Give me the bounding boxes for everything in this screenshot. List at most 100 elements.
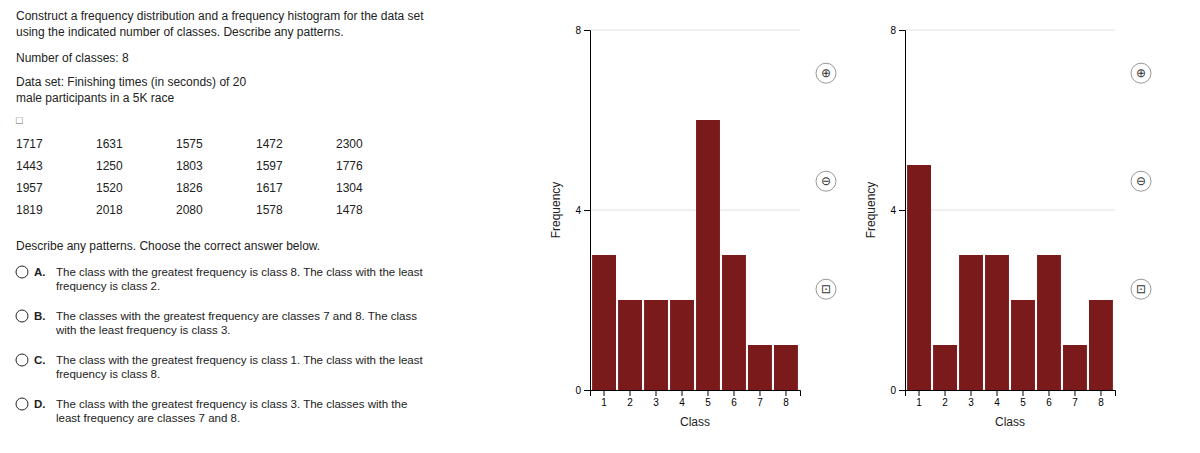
copy-icon[interactable]: □ bbox=[16, 114, 23, 126]
tick-mark bbox=[899, 390, 905, 391]
tick: 4 bbox=[575, 205, 590, 216]
tick-mark bbox=[1100, 390, 1101, 396]
table-cell: 1578 bbox=[256, 203, 283, 217]
tick-label: 2 bbox=[627, 397, 633, 408]
tick: 4 bbox=[679, 390, 685, 408]
tick: 3 bbox=[653, 390, 659, 408]
tick-label: 8 bbox=[1098, 397, 1104, 408]
option-text: The classes with the greatest frequency … bbox=[55, 310, 417, 336]
tick-label: 8 bbox=[575, 25, 581, 36]
axis-line bbox=[906, 391, 1116, 397]
tick-label: 2 bbox=[942, 397, 948, 408]
bar bbox=[748, 345, 772, 390]
tick-label: 3 bbox=[653, 397, 659, 408]
option-letter: C. bbox=[34, 354, 46, 366]
tick: 8 bbox=[890, 25, 905, 36]
tick-mark bbox=[945, 390, 946, 396]
table-cell: 1304 bbox=[336, 181, 363, 195]
bar bbox=[1063, 345, 1087, 390]
tick: 6 bbox=[1046, 390, 1052, 408]
tick-mark bbox=[899, 30, 905, 31]
radio-button[interactable] bbox=[16, 266, 28, 278]
tick-label: 3 bbox=[968, 397, 974, 408]
tick-label: 5 bbox=[705, 397, 711, 408]
icon-button[interactable] bbox=[1131, 63, 1151, 83]
icon[interactable]: ⊖ bbox=[821, 174, 831, 188]
table-cell: 1597 bbox=[256, 159, 283, 173]
tick-label: 4 bbox=[994, 397, 1000, 408]
tick: 5 bbox=[705, 390, 711, 408]
x-axis: 1 2 3 4 5 6 7 8 bbox=[906, 390, 1116, 408]
tick: 5 bbox=[1020, 390, 1026, 408]
tick-mark bbox=[1022, 390, 1023, 396]
tick-mark bbox=[919, 390, 920, 396]
axis-line bbox=[591, 391, 801, 397]
radio-button[interactable] bbox=[16, 398, 28, 410]
radio-button[interactable] bbox=[16, 354, 28, 366]
bar bbox=[959, 255, 983, 390]
x-axis-title: Class bbox=[680, 415, 710, 429]
subtitle: using the indicated number of classes. D… bbox=[16, 25, 344, 39]
table-cell: 1957 bbox=[16, 181, 43, 195]
tick-mark bbox=[759, 390, 760, 396]
table-cell: 1575 bbox=[176, 137, 203, 151]
axis-line bbox=[584, 31, 591, 391]
tick-label: 8 bbox=[783, 397, 789, 408]
tick-label: 7 bbox=[1072, 397, 1078, 408]
icon-button[interactable] bbox=[816, 279, 836, 299]
icon[interactable]: ⊕ bbox=[821, 66, 831, 80]
grid-line bbox=[905, 30, 1115, 31]
bar bbox=[1011, 300, 1035, 390]
tick-label: 1 bbox=[916, 397, 922, 408]
tick-mark bbox=[584, 390, 590, 391]
bar bbox=[696, 120, 720, 390]
tick-mark bbox=[682, 390, 683, 396]
annotation: Number of classes: 8 bbox=[16, 51, 129, 65]
tick-mark bbox=[630, 390, 631, 396]
y-axis: 0 4 8 bbox=[890, 25, 905, 396]
tick-label: 8 bbox=[890, 25, 896, 36]
page: Construct a frequency distribution and a… bbox=[0, 0, 1200, 453]
tick: 8 bbox=[783, 390, 789, 408]
tick-label: 4 bbox=[679, 397, 685, 408]
icon[interactable]: ⊕ bbox=[1136, 66, 1146, 80]
icon-button[interactable] bbox=[1131, 279, 1151, 299]
tick-mark bbox=[584, 210, 590, 211]
tick-label: 6 bbox=[731, 397, 737, 408]
icon-button[interactable] bbox=[816, 63, 836, 83]
tick-mark bbox=[1048, 390, 1049, 396]
icon-button[interactable] bbox=[1131, 171, 1151, 191]
bar bbox=[618, 300, 642, 390]
icon[interactable]: ⊡ bbox=[821, 282, 831, 296]
tick: 4 bbox=[890, 205, 905, 216]
option-text: The class with the greatest frequency is… bbox=[56, 266, 423, 292]
icon[interactable]: ⊖ bbox=[1136, 174, 1146, 188]
tick-mark bbox=[997, 390, 998, 396]
chart: 04812345678ClassFrequency⊕⊖⊡ bbox=[864, 25, 1151, 429]
table-cell: 1826 bbox=[176, 181, 203, 195]
option-text: The class with the greatest frequency is… bbox=[56, 354, 423, 380]
question: Describe any patterns. Choose the correc… bbox=[16, 239, 320, 253]
tick-label: 0 bbox=[890, 385, 896, 396]
tick-mark bbox=[899, 210, 905, 211]
tick: 4 bbox=[994, 390, 1000, 408]
bar bbox=[722, 255, 746, 390]
table-cell: 2300 bbox=[336, 137, 363, 151]
tick: 0 bbox=[890, 385, 905, 396]
radio-button[interactable] bbox=[16, 310, 28, 322]
tick-mark bbox=[604, 390, 605, 396]
tick-label: 0 bbox=[575, 385, 581, 396]
icon-button[interactable] bbox=[816, 171, 836, 191]
tick: 3 bbox=[968, 390, 974, 408]
y-axis: 0 4 8 bbox=[575, 25, 590, 396]
annotation: male participants in a 5K race bbox=[16, 91, 174, 105]
option-letter: A. bbox=[34, 266, 46, 278]
table-cell: 1472 bbox=[256, 137, 283, 151]
icon[interactable]: ⊡ bbox=[1136, 282, 1146, 296]
axis-line bbox=[899, 31, 906, 391]
grid-line bbox=[905, 210, 1115, 211]
tick: 0 bbox=[575, 385, 590, 396]
tick-mark bbox=[656, 390, 657, 396]
table-cell: 1520 bbox=[96, 181, 123, 195]
tick-label: 4 bbox=[575, 205, 581, 216]
